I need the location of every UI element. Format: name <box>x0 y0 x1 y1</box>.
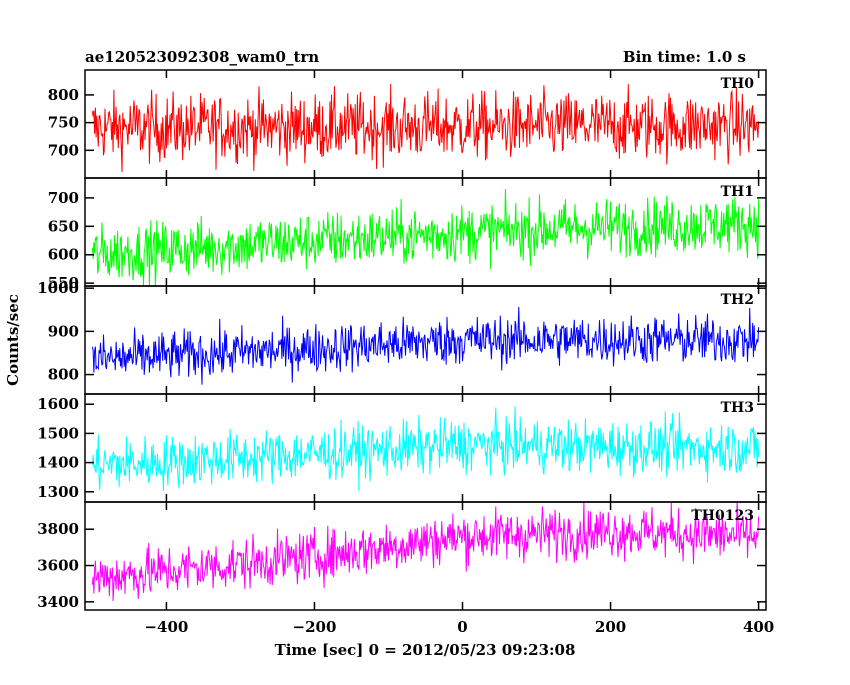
panel-th1: 550 600 650 700 TH1 <box>48 177 767 292</box>
y-tick-label: 650 <box>48 217 79 235</box>
panel-frame <box>84 501 767 611</box>
series-line-th1 <box>91 188 760 286</box>
panel-label: TH0123 <box>691 508 754 524</box>
y-tick-label: 3800 <box>37 520 79 538</box>
y-tick-label: 700 <box>48 189 79 207</box>
x-axis-title: Time [sec] 0 = 2012/05/23 09:23:08 <box>275 641 576 659</box>
panel-th0: 700 750 800 TH0 <box>48 69 767 179</box>
panel-label: TH3 <box>721 400 754 416</box>
panel-label: TH1 <box>721 184 754 200</box>
x-tick-label: 200 <box>595 618 626 636</box>
y-tick-label: 800 <box>48 86 79 104</box>
y-tick-label: 800 <box>48 366 79 384</box>
bin-time-label: Bin time: 1.0 s <box>623 48 746 66</box>
x-tick-label: 400 <box>743 618 774 636</box>
panel-th3: 1300 1400 1500 1600 TH3 <box>37 393 767 503</box>
y-tick-label: 1500 <box>37 424 79 442</box>
x-tick-label: −200 <box>293 618 337 636</box>
y-tick-label: 1300 <box>37 483 79 501</box>
y-tick-label: 1600 <box>37 395 79 413</box>
y-tick-label: 1000 <box>37 279 79 297</box>
x-tick-label: −400 <box>144 618 188 636</box>
series-line-th0123 <box>91 502 760 602</box>
series-line-th2 <box>91 306 760 385</box>
y-axis-title: Counts/sec <box>4 294 22 386</box>
y-tick-label: 900 <box>48 322 79 340</box>
series-line-th3 <box>91 406 760 492</box>
y-tick-label: 700 <box>48 141 79 159</box>
panel-label: TH0 <box>721 76 755 92</box>
y-tick-label: 550 <box>48 274 79 292</box>
panels-layer: 700 750 800 TH0 550 600 650 700 TH1 800 900 1000 TH2… <box>37 69 774 636</box>
panel-th0123: 3400 3600 3800 TH0123 <box>37 501 767 611</box>
y-tick-label: 3400 <box>37 593 79 611</box>
panel-th2: 800 900 1000 TH2 <box>37 279 767 395</box>
x-tick-label: 0 <box>457 618 467 636</box>
y-tick-label: 3600 <box>37 557 79 575</box>
y-tick-label: 600 <box>48 246 79 264</box>
chart-title: ae120523092308_wam0_trn <box>85 48 319 66</box>
series-line-th0 <box>91 83 760 173</box>
panel-label: TH2 <box>721 292 754 308</box>
y-tick-label: 750 <box>48 114 79 132</box>
y-tick-label: 1400 <box>37 454 79 472</box>
